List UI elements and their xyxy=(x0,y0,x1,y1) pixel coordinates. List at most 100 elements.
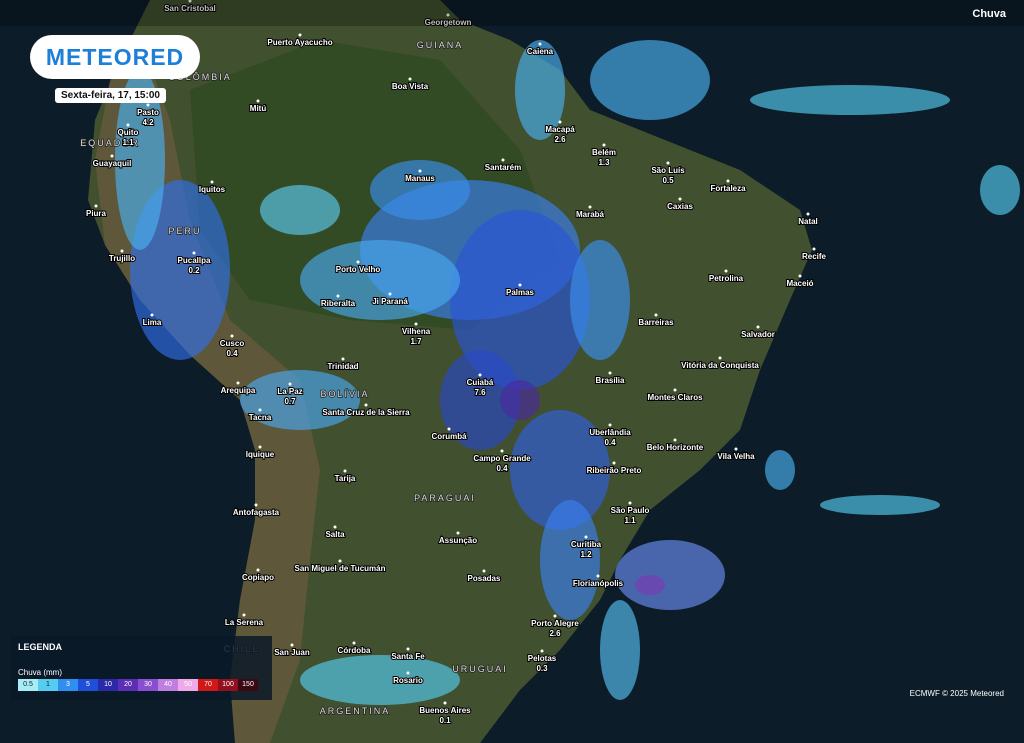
city-dot xyxy=(364,403,368,407)
rain-blob xyxy=(300,655,460,705)
region-label: PERU xyxy=(168,226,201,236)
city-dot xyxy=(256,568,260,572)
city-name: Trinidad xyxy=(327,362,358,371)
city-name: Georgetown xyxy=(425,18,472,27)
city-dot xyxy=(406,647,410,651)
city-rain: 0.4 xyxy=(604,438,616,447)
city-rain: 0.1 xyxy=(439,716,451,725)
city-name: Macapá xyxy=(545,125,575,134)
legend-step: 10 xyxy=(98,679,118,691)
city-dot xyxy=(126,123,130,127)
city-rain: 0.4 xyxy=(226,349,238,358)
city-name: Quito xyxy=(118,128,139,137)
top-bar xyxy=(0,0,1024,26)
region-label: ARGENTINA xyxy=(320,706,391,716)
city-name: Buenos Aires xyxy=(419,706,471,715)
city-dot xyxy=(588,205,592,209)
city-dot xyxy=(718,356,722,360)
city-name: Pelotas xyxy=(528,654,557,663)
city-name: San Cristobal xyxy=(164,4,216,13)
city-dot xyxy=(146,103,150,107)
city-dot xyxy=(538,42,542,46)
rain-layer xyxy=(115,40,1020,705)
city-name: Antofagasta xyxy=(233,508,280,517)
city-dot xyxy=(501,158,505,162)
city-dot xyxy=(210,180,214,184)
city-name: Trujillo xyxy=(109,254,135,263)
logo[interactable]: METEORED xyxy=(30,35,200,79)
city-name: São Luís xyxy=(651,166,685,175)
rain-blob xyxy=(115,70,165,250)
city-rain: 1.7 xyxy=(410,337,422,346)
city-name: Santa Cruz de la Sierra xyxy=(322,408,410,417)
city-dot xyxy=(446,13,450,17)
city-dot xyxy=(756,325,760,329)
city-dot xyxy=(336,294,340,298)
rain-blob xyxy=(260,185,340,235)
city-dot xyxy=(341,357,345,361)
city-dot xyxy=(408,77,412,81)
city-dot xyxy=(596,574,600,578)
legend-step: 1 xyxy=(38,679,58,691)
city-rain: 2.6 xyxy=(554,135,566,144)
city-rain: 1.2 xyxy=(580,550,592,559)
date-label[interactable]: Sexta-feira, 17, 15:00 xyxy=(55,88,166,103)
city-dot xyxy=(406,671,410,675)
city-name: Florianópolis xyxy=(573,579,624,588)
city-name: Brasília xyxy=(596,376,625,385)
rain-blob xyxy=(600,600,640,700)
city-dot xyxy=(192,251,196,255)
legend-step: 100 xyxy=(218,679,238,691)
city-dot xyxy=(443,701,447,705)
city-name: Porto Alegre xyxy=(531,619,579,628)
city-dot xyxy=(256,99,260,103)
rain-blob xyxy=(440,350,520,450)
rain-blob xyxy=(515,40,565,140)
city-dot xyxy=(482,569,486,573)
city-dot xyxy=(258,445,262,449)
rain-blob xyxy=(300,240,460,320)
city-dot xyxy=(628,501,632,505)
city-name: La Serena xyxy=(225,618,264,627)
city-dot xyxy=(812,247,816,251)
rain-blob xyxy=(500,380,540,420)
city-name: Rosario xyxy=(393,676,423,685)
city-name: Arequipa xyxy=(221,386,256,395)
city-name: Petrolina xyxy=(709,274,744,283)
city-dot xyxy=(584,535,588,539)
city-name: Guayaquil xyxy=(93,159,132,168)
layer-name[interactable]: Chuva xyxy=(972,8,1006,20)
rain-blob xyxy=(765,450,795,490)
city-name: Barreiras xyxy=(638,318,674,327)
legend-scale: 0.5 1 3 5 10 20 30 40 50 70 100 150 xyxy=(18,679,272,691)
city-rain: 1.1 xyxy=(122,138,134,147)
legend-step: 0.5 xyxy=(18,679,38,691)
city-dot xyxy=(343,469,347,473)
legend-title: LEGENDA xyxy=(18,642,63,652)
city-dot xyxy=(388,292,392,296)
city-dot xyxy=(242,613,246,617)
city-name: Pasto xyxy=(137,108,159,117)
legend-step: 3 xyxy=(58,679,78,691)
city-dot xyxy=(290,643,294,647)
city-dot xyxy=(254,503,258,507)
city-name: Curitiba xyxy=(571,540,602,549)
city-dot xyxy=(724,269,728,273)
legend-unit: Chuva (mm) xyxy=(18,668,63,677)
city-rain: 0.5 xyxy=(662,176,674,185)
city-dot xyxy=(612,461,616,465)
city-rain: 4.2 xyxy=(142,118,154,127)
city-name: San Miguel de Tucumán xyxy=(295,564,386,573)
rain-blob xyxy=(820,495,940,515)
city-name: Vila Velha xyxy=(717,452,755,461)
city-dot xyxy=(236,381,240,385)
region-label: BOLÍVIA xyxy=(320,389,369,399)
city-rain: 0.7 xyxy=(284,397,296,406)
legend-step: 20 xyxy=(118,679,138,691)
rain-blob xyxy=(615,540,725,610)
city-name: Pucallpa xyxy=(178,256,211,265)
city-name: Recife xyxy=(802,252,827,261)
region-label: URUGUAI xyxy=(452,664,508,674)
city-rain: 0.4 xyxy=(496,464,508,473)
city-name: Vitória da Conquista xyxy=(681,361,759,370)
